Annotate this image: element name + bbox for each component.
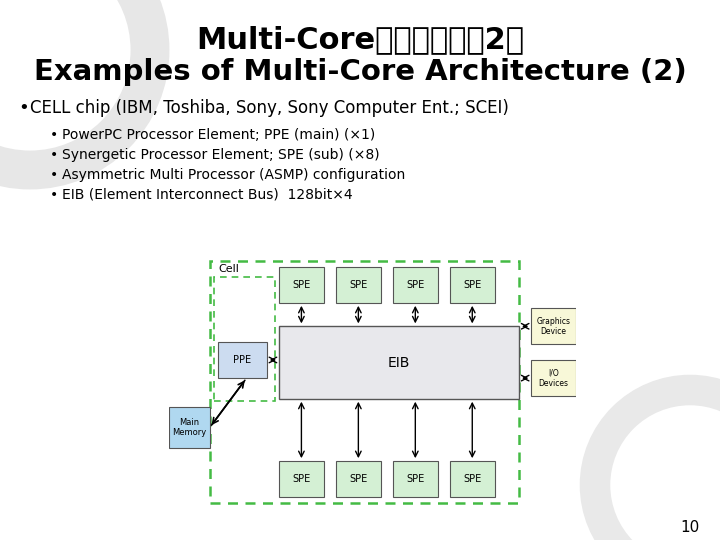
Text: Multi-Coreバス構成例（2）: Multi-Coreバス構成例（2） xyxy=(196,25,524,55)
Text: I/O: I/O xyxy=(548,368,559,377)
Text: Device: Device xyxy=(541,327,567,336)
Bar xyxy=(169,407,210,448)
Text: SPE: SPE xyxy=(349,280,367,290)
Text: PPE: PPE xyxy=(233,355,251,365)
Text: 10: 10 xyxy=(680,521,700,536)
Text: Devices: Devices xyxy=(539,379,569,388)
Bar xyxy=(450,461,495,497)
Text: SPE: SPE xyxy=(406,280,424,290)
Bar xyxy=(336,267,381,303)
Text: Asymmetric Multi Processor (ASMP) configuration: Asymmetric Multi Processor (ASMP) config… xyxy=(62,168,405,182)
Bar xyxy=(393,461,438,497)
Text: EIB: EIB xyxy=(388,355,410,369)
Text: SPE: SPE xyxy=(406,474,424,484)
Text: Main: Main xyxy=(179,417,199,427)
Text: Memory: Memory xyxy=(172,428,207,437)
Text: Synergetic Processor Element; SPE (sub) (×8): Synergetic Processor Element; SPE (sub) … xyxy=(62,148,379,162)
Bar xyxy=(393,267,438,303)
Text: •: • xyxy=(18,99,29,117)
Bar xyxy=(279,326,519,399)
Bar xyxy=(218,342,267,378)
Text: EIB (Element Interconnect Bus)  128bit×4: EIB (Element Interconnect Bus) 128bit×4 xyxy=(62,188,353,202)
Text: •: • xyxy=(50,188,58,202)
Text: SPE: SPE xyxy=(349,474,367,484)
Bar xyxy=(279,461,324,497)
Text: Cell: Cell xyxy=(218,264,239,274)
Bar xyxy=(450,267,495,303)
Text: •: • xyxy=(50,148,58,162)
Text: SPE: SPE xyxy=(463,280,482,290)
Text: SPE: SPE xyxy=(463,474,482,484)
Text: •: • xyxy=(50,168,58,182)
Text: SPE: SPE xyxy=(292,474,310,484)
Text: Examples of Multi-Core Architecture (2): Examples of Multi-Core Architecture (2) xyxy=(34,58,686,86)
Bar xyxy=(531,308,576,345)
Bar xyxy=(336,461,381,497)
Text: •: • xyxy=(50,128,58,142)
Bar xyxy=(210,261,519,503)
Bar xyxy=(279,267,324,303)
Text: CELL chip (IBM, Toshiba, Sony, Sony Computer Ent.; SCEI): CELL chip (IBM, Toshiba, Sony, Sony Comp… xyxy=(30,99,509,117)
Bar xyxy=(214,277,275,401)
Bar xyxy=(531,360,576,396)
Text: PowerPC Processor Element; PPE (main) (×1): PowerPC Processor Element; PPE (main) (×… xyxy=(62,128,375,142)
Text: Graphics: Graphics xyxy=(536,316,571,326)
Text: SPE: SPE xyxy=(292,280,310,290)
